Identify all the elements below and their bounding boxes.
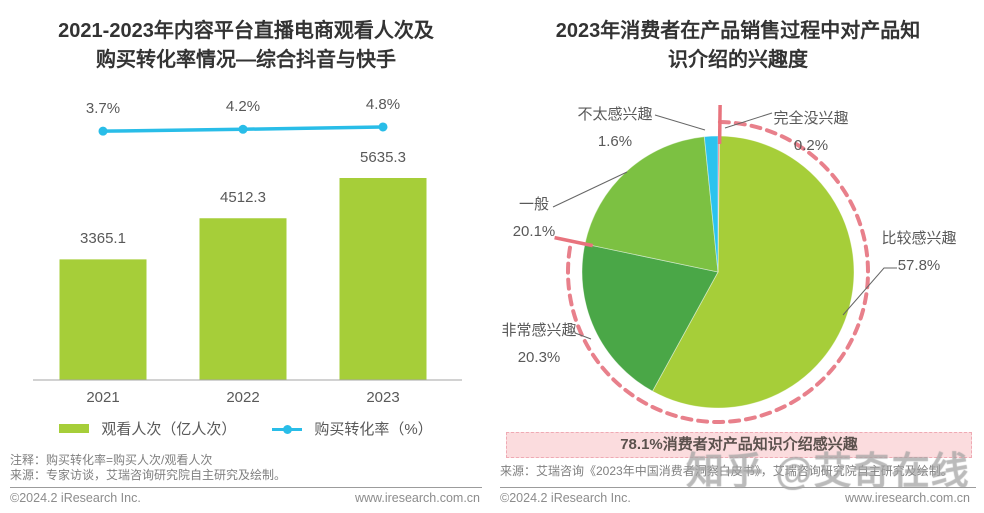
bar-2022 xyxy=(199,218,287,380)
right-chart-title: 2023年消费者在产品销售过程中对产品知 识介绍的兴趣度 xyxy=(500,17,976,75)
pie-chart xyxy=(552,104,897,424)
pie-label-name: 不太感兴趣 xyxy=(577,106,653,123)
right-footer-url: www.iresearch.com.cn xyxy=(844,491,970,505)
line-value-label-2023: 4.8% xyxy=(365,95,401,113)
annotation-tick-2 xyxy=(554,235,594,248)
bar-2023 xyxy=(339,178,427,380)
right-chart-title-line1: 2023年消费者在产品销售过程中对产品知 xyxy=(555,20,921,42)
pie-label-percent: 0.2% xyxy=(793,137,829,154)
leader-line-一般 xyxy=(552,171,628,208)
pie-label-name: 非常感兴趣 xyxy=(501,322,577,339)
pie-label-percent: 57.8% xyxy=(897,257,941,274)
pie-label-percent: 20.3% xyxy=(517,349,561,366)
bar-value-label-2022: 4512.3 xyxy=(220,189,266,207)
legend-line-label: 购买转化率（%） xyxy=(314,421,433,438)
right-footer-divider xyxy=(500,487,976,488)
bar-value-label-2023: 5635.3 xyxy=(360,149,406,166)
pie-label-比较感兴趣: 比较感兴趣 57.8% xyxy=(854,225,984,279)
pie-label-完全没兴趣: 完全没兴趣 0.2% xyxy=(746,105,876,159)
legend-bar-swatch xyxy=(59,424,90,433)
pie-slice-比较感兴趣 xyxy=(651,135,855,409)
line-marker-2023 xyxy=(378,122,388,132)
left-footer-url: www.iresearch.com.cn xyxy=(354,491,480,505)
line-marker-2021 xyxy=(98,126,108,136)
left-footer: ©2024.2 iResearch Inc. www.iresearch.com… xyxy=(10,491,480,505)
pie-label-非常感兴趣: 非常感兴趣 20.3% xyxy=(474,317,604,371)
leader-line-非常感兴趣 xyxy=(574,332,592,340)
watermark-text: 知乎 @艾奇在线 xyxy=(686,451,970,493)
pie-label-name: 比较感兴趣 xyxy=(881,230,957,247)
legend-bar-label: 观看人次（亿人次） xyxy=(101,421,237,438)
left-note-definition: 注释：购买转化率=购买人次/观看人次 xyxy=(10,453,213,467)
x-axis-label-2021: 2021 xyxy=(86,389,120,406)
pie-callout-box: 78.1%消费者对产品知识介绍感兴趣 xyxy=(506,432,972,458)
leader-line-比较感兴趣 xyxy=(842,267,897,316)
line-value-label-2021: 3.7% xyxy=(85,100,121,118)
x-axis-label-2022: 2022 xyxy=(226,389,260,406)
pie-label-name: 一般 xyxy=(518,196,549,213)
left-footer-copyright: ©2024.2 iResearch Inc. xyxy=(10,491,141,505)
chart-legend: 观看人次（亿人次） 购买转化率（%） xyxy=(30,418,462,439)
legend-line-swatch xyxy=(272,424,303,434)
legend-line-dot xyxy=(283,424,293,434)
pie-slice-一般 xyxy=(584,136,719,273)
bar-value-label-2021: 3365.1 xyxy=(80,230,126,248)
pie-label-name: 完全没兴趣 xyxy=(773,110,849,127)
left-footer-divider xyxy=(10,487,482,488)
right-note-source: 来源：艾瑞咨询《2023年中国消费者洞察白皮书》，艾瑞咨询研究院自主研究及绘制。 xyxy=(500,464,953,478)
left-note-source: 来源：专家访谈，艾瑞咨询研究院自主研究及绘制。 xyxy=(10,468,287,482)
pie-label-percent: 20.1% xyxy=(512,223,556,240)
right-footer-copyright: ©2024.2 iResearch Inc. xyxy=(500,491,631,505)
leader-line-不太感兴趣 xyxy=(654,114,706,131)
bar-2021 xyxy=(59,259,147,380)
right-footer: ©2024.2 iResearch Inc. www.iresearch.com… xyxy=(500,491,970,505)
pie-slice-非常感兴趣 xyxy=(581,243,719,392)
pie-label-不太感兴趣: 不太感兴趣 1.6% xyxy=(550,101,680,155)
line-marker-2022 xyxy=(238,124,248,134)
annotation-dashed-arc xyxy=(566,120,870,424)
left-chart-title-line1: 2021-2023年内容平台直播电商观看人次及 xyxy=(58,20,434,42)
line-value-label-2022: 4.2% xyxy=(225,98,261,116)
bar-line-chart xyxy=(33,122,462,381)
leader-line-完全没兴趣 xyxy=(724,112,773,129)
left-chart-title-line2: 购买转化率情况—综合抖音与快手 xyxy=(96,49,396,71)
left-chart-title: 2021-2023年内容平台直播电商观看人次及 购买转化率情况—综合抖音与快手 xyxy=(30,17,462,75)
x-axis-label-2023: 2023 xyxy=(366,389,400,406)
right-chart-title-line2: 识介绍的兴趣度 xyxy=(668,49,808,71)
pie-label-一般: 一般 20.1% xyxy=(469,191,599,245)
pie-label-percent: 1.6% xyxy=(597,133,633,150)
